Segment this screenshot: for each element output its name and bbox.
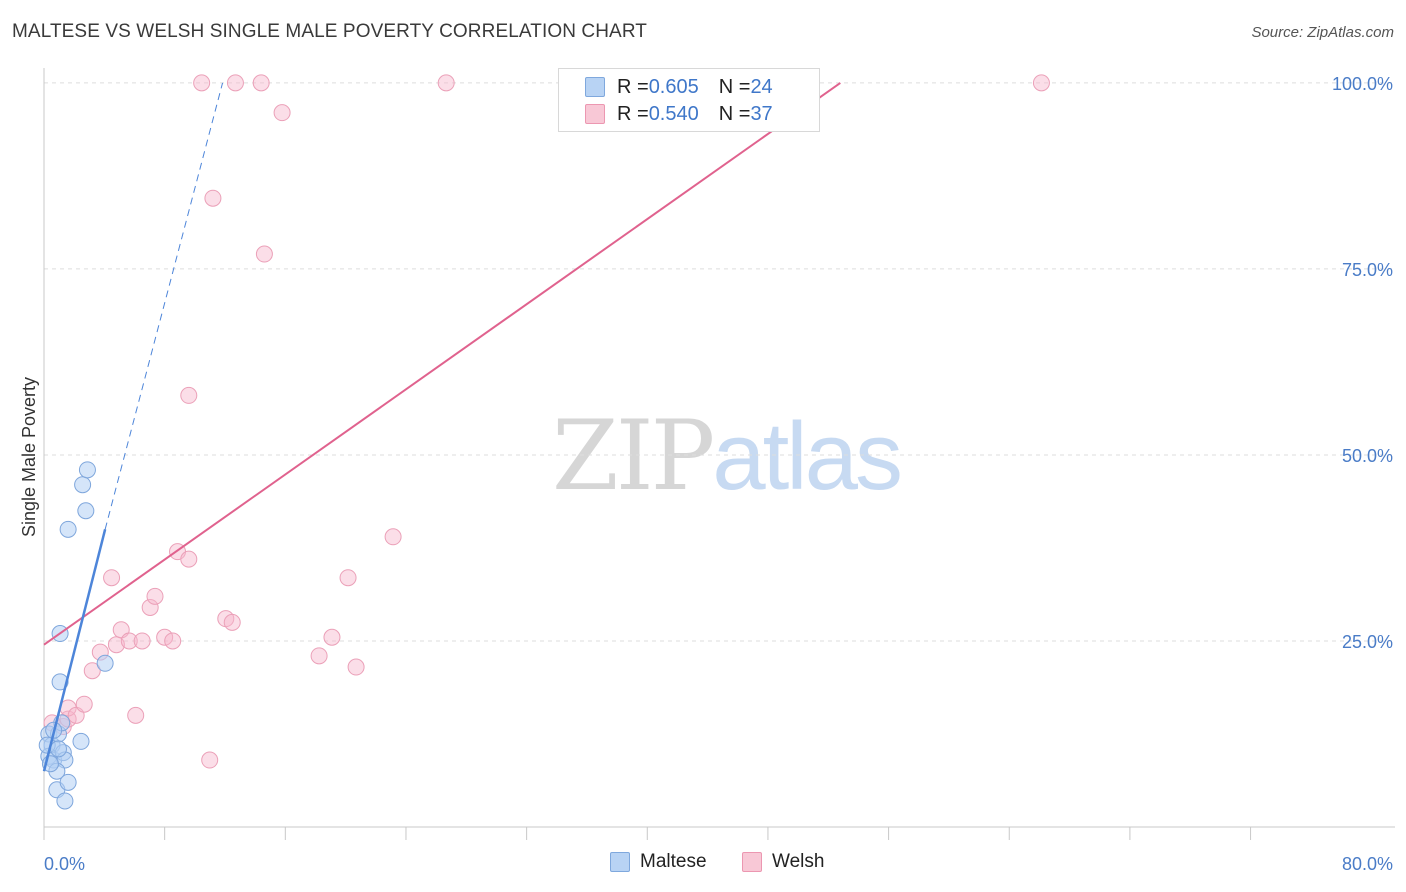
welsh-point xyxy=(141,598,159,616)
watermark-zip: ZIP xyxy=(552,400,715,512)
r-value: 0.540 xyxy=(648,102,699,125)
gridlines xyxy=(44,82,1395,642)
maltese-point xyxy=(49,740,67,758)
maltese-points xyxy=(38,461,114,810)
maltese-point xyxy=(78,461,96,479)
welsh-point xyxy=(223,613,241,631)
maltese-point xyxy=(74,476,92,494)
maltese-legend-label: Maltese xyxy=(640,851,707,872)
welsh-point xyxy=(437,74,455,92)
welsh-points xyxy=(43,74,1050,769)
x-tick-label: 0.0% xyxy=(44,854,85,874)
legend-row-welsh: R = 0.540 N = 37 xyxy=(585,101,773,127)
n-label: N = xyxy=(718,75,751,98)
maltese-trendline xyxy=(42,529,107,772)
y-tick-label: 75.0% xyxy=(1342,260,1393,280)
x-tick-label: 80.0% xyxy=(1342,854,1393,874)
welsh-point xyxy=(180,386,198,404)
welsh-point xyxy=(120,632,138,650)
welsh-point xyxy=(226,74,244,92)
tick-labels: 25.0% 50.0% 75.0% 100.0% 0.0% 80.0% xyxy=(44,74,1393,874)
y-tick-label: 100.0% xyxy=(1332,74,1393,94)
welsh-point xyxy=(127,706,145,724)
welsh-point xyxy=(347,658,365,676)
welsh-point xyxy=(193,74,211,92)
maltese-point xyxy=(59,773,77,791)
maltese-point xyxy=(77,502,95,520)
legend-row-maltese: R = 0.605 N = 24 xyxy=(585,74,773,100)
r-value: 0.605 xyxy=(648,75,699,98)
source-label: Source: ZipAtlas.com xyxy=(1251,24,1394,41)
watermark-atlas: atlas xyxy=(712,403,903,510)
maltese-legend-swatch xyxy=(610,852,630,872)
chart-title: MALTESE VS WELSH SINGLE MALE POVERTY COR… xyxy=(12,21,648,42)
welsh-point xyxy=(180,550,198,568)
welsh-point xyxy=(201,751,219,769)
r-label: R = xyxy=(617,102,649,125)
welsh-point xyxy=(323,628,341,646)
welsh-legend-label: Welsh xyxy=(772,851,825,872)
welsh-point xyxy=(204,189,222,207)
welsh-point xyxy=(133,632,151,650)
n-value: 37 xyxy=(750,102,773,125)
y-tick-label: 25.0% xyxy=(1342,632,1393,652)
y-tick-label: 50.0% xyxy=(1342,446,1393,466)
welsh-point xyxy=(164,632,182,650)
maltese-point xyxy=(56,792,74,810)
axes xyxy=(43,68,1395,840)
maltese-point xyxy=(96,654,114,672)
welsh-point xyxy=(273,104,291,122)
welsh-point xyxy=(252,74,270,92)
maltese-point xyxy=(51,673,69,691)
n-value: 24 xyxy=(750,75,773,98)
y-axis-label: Single Male Poverty xyxy=(19,377,39,537)
r-label: R = xyxy=(617,75,649,98)
watermark: ZIPatlas xyxy=(552,400,903,512)
welsh-point xyxy=(146,587,164,605)
bottom-legend-maltese: Maltese xyxy=(610,851,707,873)
maltese-point xyxy=(59,520,77,538)
welsh-swatch xyxy=(585,104,605,124)
maltese-point xyxy=(72,732,90,750)
correlation-legend: R = 0.605 N = 24 R = 0.540 N = 37 xyxy=(558,68,820,132)
trendlines xyxy=(42,82,841,772)
welsh-point xyxy=(156,628,174,646)
bottom-legend-welsh: Welsh xyxy=(742,851,824,873)
welsh-legend-swatch xyxy=(742,852,762,872)
welsh-point xyxy=(384,528,402,546)
welsh-point xyxy=(310,647,328,665)
welsh-point xyxy=(1032,74,1050,92)
welsh-trendline xyxy=(43,82,841,646)
maltese-swatch xyxy=(585,77,605,97)
welsh-point xyxy=(83,662,101,680)
welsh-point xyxy=(255,245,273,263)
n-label: N = xyxy=(718,102,751,125)
welsh-point xyxy=(339,569,357,587)
maltese-trendline-extension xyxy=(104,82,224,530)
welsh-point xyxy=(103,569,121,587)
welsh-point xyxy=(75,695,93,713)
